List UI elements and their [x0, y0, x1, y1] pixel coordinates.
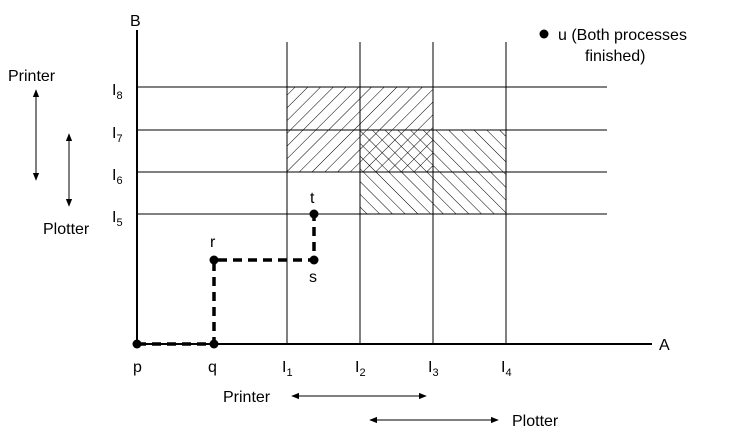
- bottom-plotter-label: Plotter: [512, 413, 559, 430]
- point-label-p: p: [133, 359, 142, 376]
- legend-bullet: [539, 29, 549, 39]
- point-q: [209, 339, 219, 349]
- point-label-s: s: [309, 269, 317, 286]
- legend-line-2: finished): [585, 48, 645, 65]
- left-printer-label: Printer: [8, 68, 56, 85]
- point-t: [309, 209, 319, 219]
- point-s: [309, 255, 319, 265]
- y-tick-label: I5: [112, 209, 123, 229]
- point-label-r: r: [210, 234, 216, 251]
- x-axis-label: A: [659, 337, 670, 354]
- x-tick-label: I4: [501, 359, 512, 379]
- y-tick-label: I7: [112, 125, 123, 145]
- x-tick-label: I3: [428, 359, 439, 379]
- y-tick-label: I6: [112, 167, 123, 187]
- point-p: [132, 339, 142, 349]
- point-label-t: t: [310, 190, 315, 207]
- legend-line-1: u (Both processes: [558, 27, 687, 44]
- grid-lines: [137, 42, 607, 344]
- hatched-regions: [286, 86, 507, 215]
- point-r: [209, 255, 219, 265]
- trajectory-path: [137, 214, 316, 346]
- y-axis-label: B: [130, 13, 141, 30]
- bottom-printer-label: Printer: [223, 389, 271, 406]
- x-tick-label: I1: [282, 359, 293, 379]
- y-tick-label: I8: [112, 82, 123, 102]
- point-label-q: q: [208, 359, 217, 376]
- x-tick-label: I2: [355, 359, 366, 379]
- left-plotter-label: Plotter: [43, 221, 90, 238]
